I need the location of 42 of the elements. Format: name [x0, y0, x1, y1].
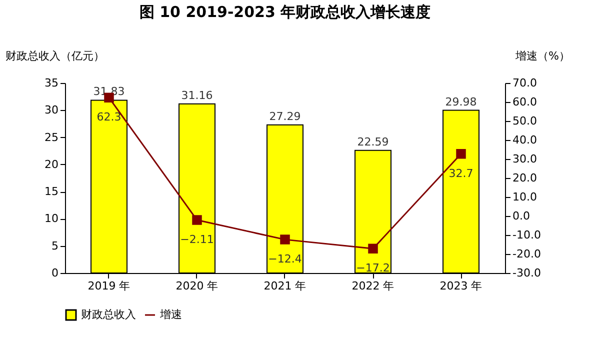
y-tick-label: 0	[52, 266, 58, 280]
data-label: 62.3	[96, 110, 122, 124]
chart-title: 图 10 2019-2023 年财政总收入增长速度	[139, 3, 431, 21]
y-tick-label: 25	[44, 130, 58, 144]
y-tick-label: 35	[44, 76, 58, 90]
legend-label: 增速	[159, 308, 182, 321]
x-tick-label: 2021 年	[264, 280, 306, 292]
data-label: 22.59	[357, 135, 389, 148]
x-tick-label: 2023 年	[440, 280, 482, 292]
y-tick-label: 30	[44, 104, 58, 117]
data-label: −2.11	[180, 233, 214, 246]
y2-tick-label: 60.0	[512, 96, 537, 108]
data-label: 27.29	[269, 110, 301, 123]
y-tick-label: 5	[52, 239, 58, 252]
data-label: 32.7	[448, 166, 474, 180]
data-label: 31.16	[181, 88, 213, 102]
y2-tick-label: 30.0	[512, 152, 537, 166]
y2-tick-label: -10.0	[512, 228, 541, 242]
y-axis-title: 财政总收入（亿元）	[6, 50, 104, 62]
y2-tick-label: 70.0	[512, 76, 537, 90]
point	[456, 148, 466, 159]
y2-tick-label: 0.0	[512, 210, 530, 222]
point	[280, 234, 290, 244]
data-label: 29.98	[445, 95, 477, 108]
x-tick-label: 2020 年	[176, 280, 218, 292]
x-tick-label: 2022 年	[352, 280, 394, 292]
y2-axis-title: 增速（%）	[514, 50, 570, 62]
y2-tick-label: 10.0	[512, 190, 537, 204]
point	[368, 244, 378, 254]
y-tick-label: 10	[44, 212, 58, 226]
y2-tick-label: 20.0	[512, 172, 537, 184]
y-tick-label: 20	[44, 158, 58, 171]
y2-tick-label: 50.0	[512, 114, 537, 128]
y2-tick-label: -30.0	[512, 266, 541, 280]
y2-tick-label: 40.0	[512, 134, 537, 146]
y2-tick-label: -20.0	[512, 248, 541, 260]
x-tick-label: 2019 年	[88, 280, 130, 292]
data-label: −17.2	[356, 262, 390, 275]
y-tick-label: 15	[44, 185, 58, 198]
point	[192, 215, 202, 225]
data-label: −12.4	[268, 252, 302, 266]
legend-label: 财政总收入	[81, 308, 136, 321]
